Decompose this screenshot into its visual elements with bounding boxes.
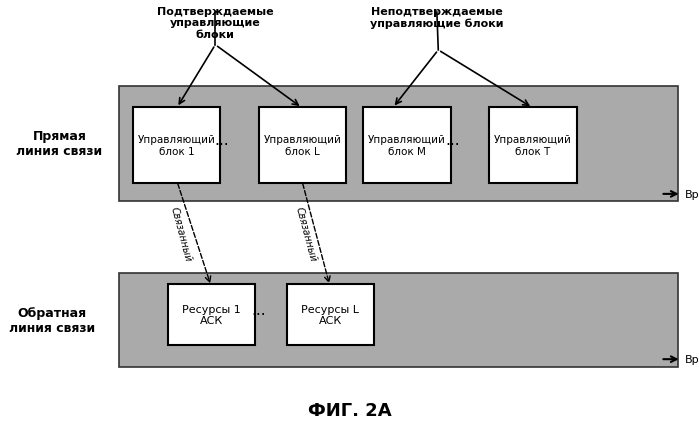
Text: Прямая
линия связи: Прямая линия связи: [16, 130, 103, 158]
Text: Ресурсы 1
АСК: Ресурсы 1 АСК: [182, 304, 241, 326]
Bar: [119, 87, 678, 202]
FancyBboxPatch shape: [287, 284, 374, 345]
Text: Управляющий
блок L: Управляющий блок L: [264, 135, 341, 156]
Text: ···: ···: [252, 307, 266, 322]
Text: ФИГ. 2А: ФИГ. 2А: [308, 401, 391, 419]
FancyBboxPatch shape: [168, 284, 255, 345]
Text: Связанный: Связанный: [168, 206, 192, 263]
Bar: [119, 273, 678, 367]
Text: Управляющий
блок T: Управляющий блок T: [494, 135, 572, 156]
FancyBboxPatch shape: [133, 108, 220, 184]
Text: Время: Время: [685, 355, 699, 364]
Text: ···: ···: [446, 138, 460, 153]
FancyBboxPatch shape: [259, 108, 346, 184]
Text: Подтверждаемые
управляющие
блоки: Подтверждаемые управляющие блоки: [157, 7, 273, 39]
Text: Связанный: Связанный: [294, 206, 318, 263]
Text: Обратная
линия связи: Обратная линия связи: [9, 306, 96, 334]
Text: Неподтверждаемые
управляющие блоки: Неподтверждаемые управляющие блоки: [370, 7, 503, 29]
Text: Время: Время: [685, 190, 699, 199]
Text: Управляющий
блок M: Управляющий блок M: [368, 135, 446, 156]
FancyBboxPatch shape: [363, 108, 451, 184]
Text: ···: ···: [215, 138, 229, 153]
FancyBboxPatch shape: [489, 108, 577, 184]
Text: Ресурсы L
АСК: Ресурсы L АСК: [301, 304, 359, 326]
Text: Управляющий
блок 1: Управляющий блок 1: [138, 135, 215, 156]
